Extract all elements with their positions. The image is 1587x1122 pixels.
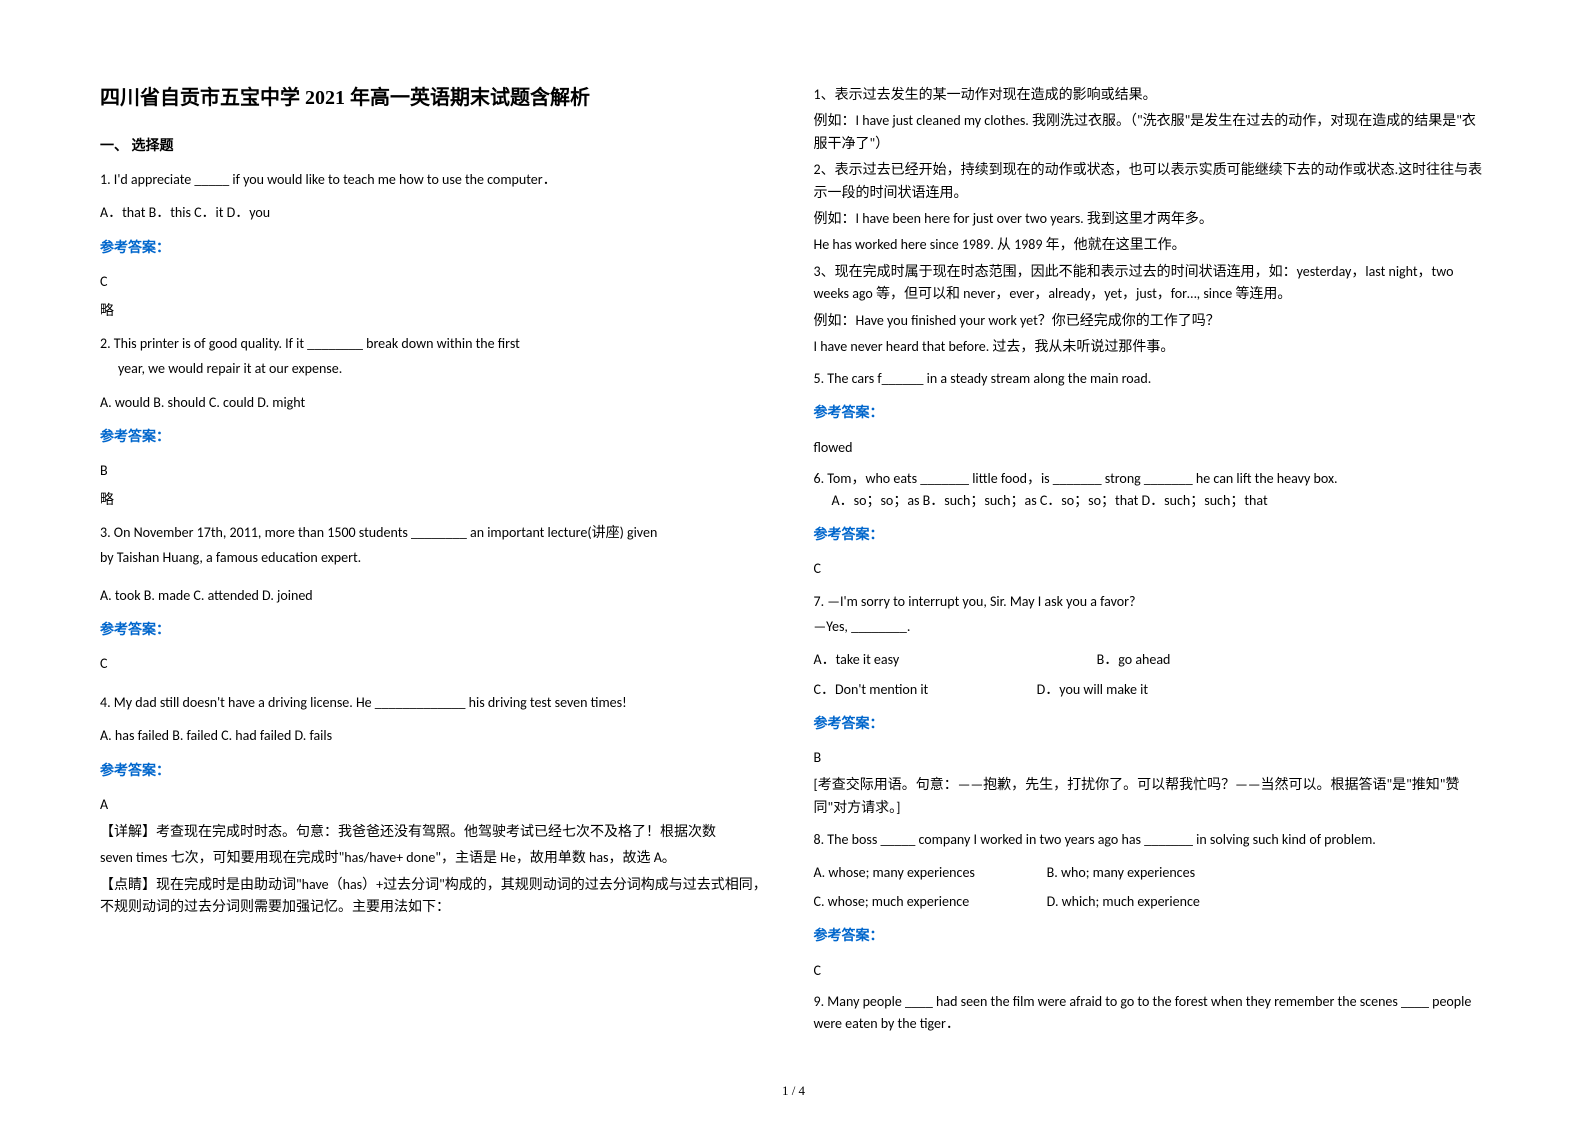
q5-text: 5. The cars f______ in a steady stream a… xyxy=(814,366,1488,391)
q7-exp: [考查交际用语。句意：——抱歉，先生，打扰你了。可以帮我忙吗？——当然可以。根据… xyxy=(814,774,1488,819)
question-8: 8. The boss _____ company I worked in tw… xyxy=(814,827,1488,852)
q1-text: 1. I'd appreciate _____ if you would lik… xyxy=(100,167,774,192)
r-p1: 1、表示过去发生的某一动作对现在造成的影响或结果。 xyxy=(814,84,1488,106)
r-p6: 3、现在完成时属于现在时态范围，因此不能和表示过去的时间状语连用，如：yeste… xyxy=(814,261,1488,306)
q8-options-row1: A. whose; many experiences B. who; many … xyxy=(814,860,1488,885)
question-4: 4. My dad still doesn't have a driving l… xyxy=(100,690,774,715)
q8-line1: 8. The boss _____ company I worked in tw… xyxy=(814,827,1488,852)
q3-line2: by Taishan Huang, a famous education exp… xyxy=(100,545,774,570)
question-7: 7. —I'm sorry to interrupt you, Sir. May… xyxy=(814,589,1488,639)
section-heading: 一、 选择题 xyxy=(100,134,774,159)
q8-options-row2: C. whose; much experience D. which; much… xyxy=(814,889,1488,914)
q2-line2: year, we would repair it at our expense. xyxy=(118,356,774,381)
q2-options: A. would B. should C. could D. might xyxy=(100,390,774,415)
q8-optB: B. who; many experiences xyxy=(1047,864,1195,881)
question-5: 5. The cars f______ in a steady stream a… xyxy=(814,366,1488,391)
q4-exp3: 【点睛】现在完成时是由助动词"have（has）+过去分词"构成的，其规则动词的… xyxy=(100,874,774,919)
r-p8: I have never heard that before. 过去，我从未听说… xyxy=(814,336,1488,358)
q1-options: A．that B．this C．it D．you xyxy=(100,200,774,225)
q2-extra: 略 xyxy=(100,487,774,512)
answer-label: 参考答案： xyxy=(814,523,1488,548)
q7-optD: D．you will make it xyxy=(1037,681,1148,698)
q4-answer: A xyxy=(100,792,774,817)
answer-label: 参考答案： xyxy=(100,236,774,261)
q1-extra: 略 xyxy=(100,298,774,323)
q6-options: A．so；so；as B．such；such；as C．so；so；that D… xyxy=(832,490,1488,512)
question-3: 3. On November 17th, 2011, more than 150… xyxy=(100,520,774,570)
q8-optD: D. which; much experience xyxy=(1047,893,1200,910)
q4-options: A. has failed B. failed C. had failed D.… xyxy=(100,723,774,748)
r-p7: 例如：Have you finished your work yet？你已经完成… xyxy=(814,310,1488,332)
answer-label: 参考答案： xyxy=(814,401,1488,426)
answer-label: 参考答案： xyxy=(100,425,774,450)
r-p5: He has worked here since 1989. 从 1989 年，… xyxy=(814,234,1488,256)
answer-label: 参考答案： xyxy=(100,759,774,784)
q8-answer: C xyxy=(814,958,1488,983)
q4-line1: 4. My dad still doesn't have a driving l… xyxy=(100,690,774,715)
answer-label: 参考答案： xyxy=(814,712,1488,737)
q3-options: A. took B. made C. attended D. joined xyxy=(100,583,774,608)
q7-optB: B．go ahead xyxy=(1097,651,1171,668)
question-2: 2. This printer is of good quality. If i… xyxy=(100,331,774,381)
q2-answer: B xyxy=(100,458,774,483)
q9-line1: 9. Many people ____ had seen the film we… xyxy=(814,991,1488,1036)
r-p4: 例如：I have been here for just over two ye… xyxy=(814,208,1488,230)
page-footer: 1 / 4 xyxy=(0,1079,1587,1102)
q6-answer: C xyxy=(814,556,1488,581)
q7-optC: C．Don't mention it xyxy=(814,677,1034,702)
q6-line1: 6. Tom，who eats _______ little food，is _… xyxy=(814,468,1488,490)
q7-line1: 7. —I'm sorry to interrupt you, Sir. May… xyxy=(814,589,1488,614)
q4-exp2: seven times 七次，可知要用现在完成时"has/have+ done"… xyxy=(100,847,774,869)
q7-line2: —Yes, ________. xyxy=(814,614,1488,639)
page-title: 四川省自贡市五宝中学 2021 年高一英语期末试题含解析 xyxy=(100,80,774,116)
q4-exp1: 【详解】考查现在完成时时态。句意：我爸爸还没有驾照。他驾驶考试已经七次不及格了！… xyxy=(100,821,774,843)
q3-answer: C xyxy=(100,651,774,676)
q8-optC: C. whose; much experience xyxy=(814,889,1044,914)
answer-label: 参考答案： xyxy=(814,924,1488,949)
q1-answer: C xyxy=(100,269,774,294)
q5-answer: flowed xyxy=(814,435,1488,460)
r-p2: 例如：I have just cleaned my clothes. 我刚洗过衣… xyxy=(814,110,1488,155)
q7-options-row1: A．take it easy B．go ahead xyxy=(814,647,1488,672)
q7-answer: B xyxy=(814,745,1488,770)
r-p3: 2、表示过去已经开始，持续到现在的动作或状态，也可以表示实质可能继续下去的动作或… xyxy=(814,159,1488,204)
question-1: 1. I'd appreciate _____ if you would lik… xyxy=(100,167,774,192)
answer-label: 参考答案： xyxy=(100,618,774,643)
question-6: 6. Tom，who eats _______ little food，is _… xyxy=(814,468,1488,513)
q7-optA: A．take it easy xyxy=(814,647,1094,672)
q8-optA: A. whose; many experiences xyxy=(814,860,1044,885)
question-9: 9. Many people ____ had seen the film we… xyxy=(814,991,1488,1036)
q3-line1: 3. On November 17th, 2011, more than 150… xyxy=(100,520,774,545)
q7-options-row2: C．Don't mention it D．you will make it xyxy=(814,677,1488,702)
q2-line1: 2. This printer is of good quality. If i… xyxy=(100,331,774,356)
